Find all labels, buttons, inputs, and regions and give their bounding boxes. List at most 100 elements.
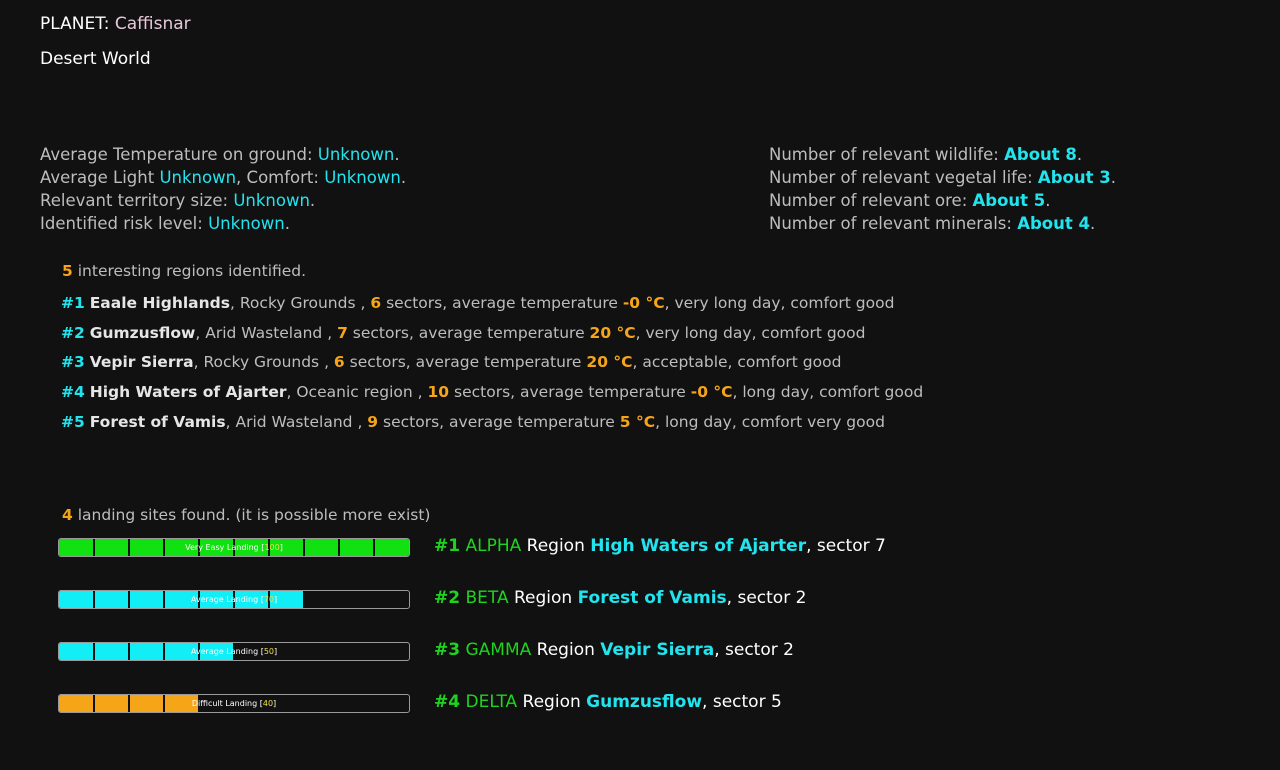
risk-line: Identified risk level: Unknown. xyxy=(40,214,290,233)
landing-score: 40 xyxy=(262,699,274,708)
region-sectors: 6 xyxy=(333,353,345,372)
landing-bar-divider xyxy=(233,591,235,608)
planet-label: PLANET: xyxy=(40,14,110,34)
landing-bar-divider xyxy=(128,539,130,556)
landing-bar-divider xyxy=(268,643,270,660)
landing-bar-fill xyxy=(59,591,304,608)
region-name: Forest of Vamis xyxy=(89,412,226,431)
environment-stats: Average Temperature on ground: Unknown. … xyxy=(40,143,406,235)
region-details: long day, comfort good xyxy=(742,383,924,402)
landing-bar-divider xyxy=(163,591,165,608)
landing-score: 100 xyxy=(264,543,280,552)
site-code: DELTA xyxy=(465,692,518,712)
region-details: acceptable, comfort good xyxy=(642,353,842,372)
landing-bar-label: Average Landing [50] xyxy=(190,647,278,656)
landing-site-item: #4 DELTA Region Gumzusflow, sector 5 xyxy=(434,692,782,712)
temperature-line: Average Temperature on ground: Unknown. xyxy=(40,145,400,164)
region-number: #2 xyxy=(61,323,85,342)
landing-bar-divider xyxy=(303,643,305,660)
landing-bar-divider xyxy=(338,643,340,660)
site-number: #1 xyxy=(434,536,461,556)
risk-value: Unknown xyxy=(208,214,285,233)
light-comfort-line: Average Light Unknown, Comfort: Unknown. xyxy=(40,168,407,187)
region-temperature: -0 °C xyxy=(622,294,665,312)
sites-count: 4 xyxy=(62,506,73,524)
region-details: long day, comfort very good xyxy=(664,412,885,431)
landing-bar-label: Very Easy Landing [100] xyxy=(185,543,283,552)
site-region: High Waters of Ajarter xyxy=(590,536,807,556)
minerals-line: Number of relevant minerals: About 4. xyxy=(769,214,1096,233)
landing-bar-divider xyxy=(163,643,165,660)
region-sectors: 6 xyxy=(370,294,382,312)
landing-bar-divider xyxy=(128,591,130,608)
landing-bar-divider xyxy=(93,539,95,556)
region-terrain: Arid Wasteland xyxy=(205,323,323,342)
region-sectors: 10 xyxy=(427,383,450,402)
site-code: BETA xyxy=(465,588,509,608)
site-sector: 5 xyxy=(770,692,782,712)
landing-bar-divider xyxy=(198,539,200,556)
region-terrain: Rocky Grounds xyxy=(203,353,320,372)
landing-bar-divider xyxy=(373,695,375,712)
landing-bar-divider xyxy=(268,695,270,712)
planet-title: PLANET: Caffisnar xyxy=(40,14,191,34)
region-number: #1 xyxy=(61,294,85,312)
landing-bar-divider xyxy=(198,591,200,608)
landing-bar-divider xyxy=(303,591,305,608)
landing-site-item: #2 BETA Region Forest of Vamis, sector 2 xyxy=(434,588,807,608)
site-number: #3 xyxy=(434,640,461,660)
region-temperature: -0 °C xyxy=(690,383,733,402)
region-terrain: Arid Wasteland xyxy=(235,412,353,431)
region-number: #3 xyxy=(61,353,85,372)
site-region: Gumzusflow xyxy=(586,692,703,712)
landing-difficulty-bar: Average Landing [50] xyxy=(58,642,410,661)
light-value: Unknown xyxy=(159,168,237,187)
landing-bar-divider xyxy=(338,539,340,556)
planet-type: Desert World xyxy=(40,49,151,69)
ore-line: Number of relevant ore: About 5. xyxy=(769,191,1051,210)
landing-bar-divider xyxy=(163,695,165,712)
landing-bar-divider xyxy=(93,591,95,608)
site-sector: 2 xyxy=(795,588,807,608)
landing-bar-divider xyxy=(198,695,200,712)
landing-bar-fill xyxy=(59,643,234,660)
region-sectors: 9 xyxy=(367,412,379,431)
landing-bar-divider xyxy=(198,643,200,660)
landing-bar-divider xyxy=(303,539,305,556)
vegetal-value: About 3 xyxy=(1037,168,1111,187)
region-item: #2 Gumzusflow, Arid Wasteland , 7 sector… xyxy=(61,323,866,342)
landing-difficulty-bar: Average Landing [70] xyxy=(58,590,410,609)
site-sector: 2 xyxy=(783,640,794,660)
landing-bar-divider xyxy=(128,695,130,712)
region-item: #5 Forest of Vamis, Arid Wasteland , 9 s… xyxy=(61,412,885,431)
planet-name: Caffisnar xyxy=(114,14,191,34)
comfort-value: Unknown xyxy=(324,168,401,187)
site-number: #4 xyxy=(434,692,461,712)
landing-site-item: #1 ALPHA Region High Waters of Ajarter, … xyxy=(434,536,886,556)
landing-bar-divider xyxy=(303,695,305,712)
region-name: Gumzusflow xyxy=(89,323,196,342)
landing-bar-divider xyxy=(338,591,340,608)
regions-summary: 5 interesting regions identified. xyxy=(62,262,307,280)
site-code: GAMMA xyxy=(465,640,532,660)
landing-bar-divider xyxy=(268,539,270,556)
region-temperature: 20 °C xyxy=(589,323,636,342)
landing-difficulty-bar: Difficult Landing [40] xyxy=(58,694,410,713)
landing-bar-label: Difficult Landing [40] xyxy=(191,699,277,708)
landing-bar-divider xyxy=(338,695,340,712)
landing-score: 70 xyxy=(263,595,274,604)
landing-bar-divider xyxy=(373,591,375,608)
landing-bar-divider xyxy=(233,539,235,556)
landing-bar-divider xyxy=(233,643,235,660)
sites-summary: 4 landing sites found. (it is possible m… xyxy=(62,506,431,524)
landing-bar-divider xyxy=(128,643,130,660)
landing-bar-divider xyxy=(373,539,375,556)
landing-site-item: #3 GAMMA Region Vepir Sierra, sector 2 xyxy=(434,640,794,660)
region-number: #5 xyxy=(61,412,85,431)
landing-bar-divider xyxy=(93,643,95,660)
landing-difficulty-bar: Very Easy Landing [100] xyxy=(58,538,410,557)
region-number: #4 xyxy=(61,383,85,402)
region-terrain: Oceanic region xyxy=(296,383,413,402)
wildlife-line: Number of relevant wildlife: About 8. xyxy=(769,145,1083,164)
life-stats: Number of relevant wildlife: About 8. Nu… xyxy=(769,143,1116,235)
